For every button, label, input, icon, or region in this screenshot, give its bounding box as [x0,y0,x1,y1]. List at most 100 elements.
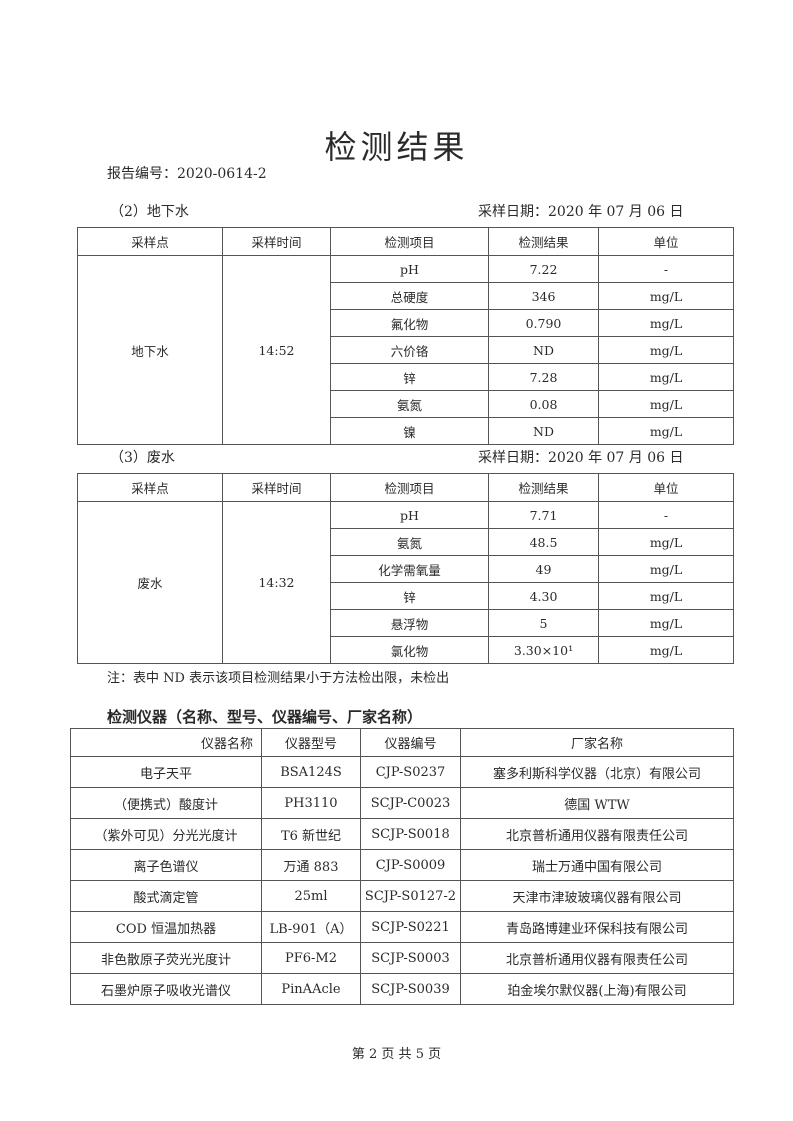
unit: - [598,255,734,283]
table-row: 镍 ND mg/L [78,417,734,445]
instrument-id: CJP-S0009 [360,849,461,881]
test-item: 氨氮 [330,390,489,418]
table-row: 酸式滴定管 25ml SCJP-S0127-2 天津市津玻玻璃仪器有限公司 [70,880,734,912]
test-result: 0.790 [488,309,599,337]
test-result: 4.30 [488,582,599,610]
column-header: 检测结果 [488,473,599,502]
unit: mg/L [598,417,734,445]
instrument-model: BSA124S [261,756,361,788]
groundwater-sampling-date: 采样日期：2020 年 07 月 06 日 [478,204,684,220]
instrument-model: 25ml [261,880,361,912]
page-title: 检测结果 [324,128,469,166]
sampling-site: 地下水 [77,255,223,445]
test-item: 氯化物 [330,636,489,664]
sampling-site: 废水 [77,501,223,664]
column-header: 采样时间 [222,473,331,502]
instrument-id: SCJP-S0039 [360,973,461,1005]
column-header: 仪器编号 [360,728,461,757]
instrument-id: SCJP-C0023 [360,787,461,819]
test-result: ND [488,417,599,445]
instrument-name: （便携式）酸度计 [70,787,262,819]
test-item: pH [330,255,489,283]
column-header: 采样时间 [222,227,331,256]
table-row: 锌 7.28 mg/L [78,363,734,391]
wastewater-table: 采样点 采样时间 检测项目 检测结果 单位 废水 14:32 pH 7.71- 氨氮 48.5 mg/… [77,473,734,664]
table-row: 非色散原子荧光光度计 PF6-M2 SCJP-S0003 北京普析通用仪器有限责任公司 [70,942,734,974]
test-item: 锌 [330,582,489,610]
manufacturer: 青岛路博建业环保科技有限公司 [460,911,734,943]
table-row: 离子色谱仪 万通 883 CJP-S0009 瑞士万通中国有限公司 [70,849,734,881]
groundwater-table: 采样点 采样时间 检测项目 检测结果 单位 地下水 14:52 pH 7.22- 总硬度 346 mg… [77,227,734,445]
test-item: 镍 [330,417,489,445]
wastewater-sampling-date: 采样日期：2020 年 07 月 06 日 [478,450,684,466]
test-result: 7.28 [488,363,599,391]
table-row: 六价铬 ND mg/L [78,336,734,364]
table-row: 悬浮物 5 mg/L [78,609,734,637]
test-result: 3.30×10¹ [488,636,599,664]
test-item: 六价铬 [330,336,489,364]
table-row: 氨氮 0.08 mg/L [78,390,734,418]
sampling-time: 14:52 [222,255,331,445]
test-item: 总硬度 [330,282,489,310]
unit: mg/L [598,309,734,337]
test-item: 化学需氧量 [330,555,489,583]
instrument-id: SCJP-S0018 [360,818,461,850]
table-row: 石墨炉原子吸收光谱仪 PinAAcle SCJP-S0039 珀金埃尔默仪器(上海)有… [70,973,734,1005]
unit: - [598,501,734,529]
instrument-name: 酸式滴定管 [70,880,262,912]
unit: mg/L [598,528,734,556]
test-item: 氟化物 [330,309,489,337]
unit: mg/L [598,336,734,364]
test-result: 0.08 [488,390,599,418]
instrument-model: PinAAcle [261,973,361,1005]
column-header: 采样点 [77,227,223,256]
instrument-id: SCJP-S0221 [360,911,461,943]
table-row: 总硬度 346 mg/L [78,282,734,310]
instrument-name: 石墨炉原子吸收光谱仪 [70,973,262,1005]
instrument-name: 电子天平 [70,756,262,788]
test-result: 48.5 [488,528,599,556]
test-result: 7.22 [488,255,599,283]
table-row: （紫外可见）分光光度计 T6 新世纪 SCJP-S0018 北京普析通用仪器有限责任公… [70,818,734,850]
column-header: 单位 [598,227,734,256]
header-row: 仪器名称 仪器型号 仪器编号 厂家名称 [70,728,734,757]
test-result: 346 [488,282,599,310]
column-header: 采样点 [77,473,223,502]
instruments-heading: 检测仪器（名称、型号、仪器编号、厂家名称） [107,708,423,726]
table-row: 氟化物 0.790 mg/L [78,309,734,337]
column-header: 检测项目 [330,227,489,256]
instrument-id: CJP-S0237 [360,756,461,788]
note: 注：表中 ND 表示该项目检测结果小于方法检出限，未检出 [107,671,450,686]
test-item: 氨氮 [330,528,489,556]
instrument-id: SCJP-S0127-2 [360,880,461,912]
report-number: 报告编号：2020-0614-2 [107,166,267,182]
column-header: 单位 [598,473,734,502]
instrument-name: COD 恒温加热器 [70,911,262,943]
unit: mg/L [598,282,734,310]
instrument-name: （紫外可见）分光光度计 [70,818,262,850]
instrument-model: PF6-M2 [261,942,361,974]
test-item: 悬浮物 [330,609,489,637]
column-header: 厂家名称 [460,728,734,757]
sampling-time: 14:32 [222,501,331,664]
column-header: 检测结果 [488,227,599,256]
unit: mg/L [598,636,734,664]
manufacturer: 北京普析通用仪器有限责任公司 [460,818,734,850]
unit: mg/L [598,609,734,637]
manufacturer: 瑞士万通中国有限公司 [460,849,734,881]
test-item: pH [330,501,489,529]
manufacturer: 塞多利斯科学仪器（北京）有限公司 [460,756,734,788]
header-row: 采样点 采样时间 检测项目 检测结果 单位 [77,473,734,502]
manufacturer: 珀金埃尔默仪器(上海)有限公司 [460,973,734,1005]
column-header: 仪器名称 [70,728,262,757]
instrument-model: PH3110 [261,787,361,819]
instrument-model: 万通 883 [261,849,361,881]
unit: mg/L [598,582,734,610]
instrument-model: LB-901（A） [261,911,361,943]
test-result: 5 [488,609,599,637]
table-row: （便携式）酸度计 PH3110 SCJP-C0023 德国 WTW [70,787,734,819]
test-result: 7.71 [488,501,599,529]
table-row: 氯化物 3.30×10¹ mg/L [78,636,734,664]
instrument-model: T6 新世纪 [261,818,361,850]
unit: mg/L [598,390,734,418]
